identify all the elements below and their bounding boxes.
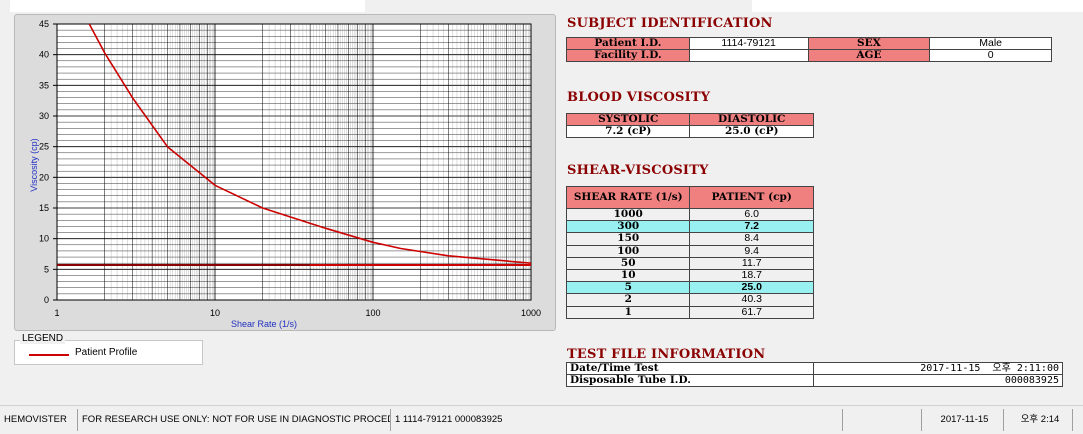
sex-value: Male <box>929 37 1052 50</box>
top-strip-right <box>752 0 1083 12</box>
shear-rate-cell: 1 <box>565 305 691 319</box>
viscosity-chart: 0 5 10 15 20 25 30 35 40 45 1 10 100 1000 Shear Rate (… <box>29 19 541 329</box>
systolic-label: SYSTOLIC <box>565 113 691 126</box>
shear-row: 150 8.4 <box>565 232 814 246</box>
status-file-info: 1 1114-79121 000083925 <box>390 409 842 431</box>
status-time: 오후 2:14 <box>1003 409 1073 431</box>
patient-viscosity-cell: 11.7 <box>689 256 814 270</box>
patient-viscosity-cell: 25.0 <box>689 281 814 295</box>
patient-id-value: 1114-79121 <box>688 37 809 50</box>
shear-rate-cell: 5 <box>565 281 691 295</box>
top-strip <box>0 0 1083 12</box>
status-app-name: HEMOVISTER <box>4 414 67 425</box>
shear-row: 50 11.7 <box>565 256 814 270</box>
shear-row: 1000 6.0 <box>565 207 814 222</box>
x-tick-label: 1000 <box>521 308 541 318</box>
shear-rate-cell: 100 <box>565 244 691 258</box>
y-tick-label: 20 <box>39 172 49 182</box>
y-tick-label: 10 <box>39 234 49 244</box>
y-tick-label: 30 <box>39 111 49 121</box>
facility-id-value <box>688 49 809 62</box>
x-tick-label: 1 <box>54 308 59 318</box>
x-tick-label: 100 <box>365 308 380 318</box>
status-bar: HEMOVISTER FOR RESEARCH USE ONLY: NOT FO… <box>0 405 1083 434</box>
shear-row: 2 40.3 <box>565 293 814 307</box>
blood-viscosity-title: BLOOD VISCOSITY <box>567 90 711 105</box>
y-axis-label: Viscosity (cp) <box>29 138 39 191</box>
shear-rate-header: SHEAR RATE (1/s) <box>565 186 691 209</box>
top-strip-left <box>10 0 365 12</box>
shear-rate-cell: 50 <box>565 256 691 270</box>
patient-viscosity-cell: 61.7 <box>689 305 814 319</box>
test-file-title: TEST FILE INFORMATION <box>567 347 766 362</box>
series-patient-profile <box>88 23 532 264</box>
diastolic-label: DIASTOLIC <box>689 113 814 126</box>
status-empty-panel <box>842 409 921 431</box>
patient-viscosity-cell: 18.7 <box>689 268 814 283</box>
tube-id-value: 000083925 <box>813 374 1063 387</box>
status-date: 2017-11-15 <box>921 409 1003 431</box>
sex-label: SEX <box>807 37 931 50</box>
legend-title: LEGEND <box>20 333 66 344</box>
plot-area <box>56 23 532 301</box>
blood-viscosity-table: SYSTOLIC DIASTOLIC 7.2 (cP) 25.0 (cP) <box>565 113 814 138</box>
shear-row: 10 18.7 <box>565 268 814 283</box>
legend-line-swatch <box>29 354 69 356</box>
y-tick-label: 40 <box>39 50 49 60</box>
patient-viscosity-cell: 9.4 <box>689 244 814 258</box>
shear-rate-cell: 150 <box>565 232 691 246</box>
systolic-value: 7.2 (cP) <box>565 125 691 138</box>
y-tick-label: 45 <box>39 19 49 29</box>
shear-row: 5 25.0 <box>565 281 814 295</box>
age-value: 0 <box>929 49 1052 62</box>
tube-id-label: Disposable Tube I.D. <box>565 374 815 387</box>
y-tick-label: 5 <box>44 264 49 274</box>
diastolic-value: 25.0 (cP) <box>689 125 814 138</box>
shear-rate-cell: 1000 <box>565 207 691 222</box>
patient-viscosity-cell: 6.0 <box>689 207 814 222</box>
x-tick-label: 10 <box>210 308 220 318</box>
y-tick-label: 0 <box>44 295 49 305</box>
datetime-label: Date/Time Test <box>565 362 815 375</box>
y-tick-label: 25 <box>39 142 49 152</box>
subject-table: Patient I.D. 1114-79121 SEX Male Facilit… <box>566 37 1052 62</box>
shear-row: 300 7.2 <box>565 220 814 234</box>
legend-label: Patient Profile <box>75 347 138 358</box>
facility-id-label: Facility I.D. <box>566 49 690 62</box>
shear-viscosity-table: SHEAR RATE (1/s) PATIENT (cp) 1000 6.0 300… <box>565 186 814 319</box>
patient-viscosity-cell: 8.4 <box>689 232 814 246</box>
shear-rate-cell: 300 <box>565 220 691 234</box>
y-tick-label: 15 <box>39 203 49 213</box>
test-file-table: Date/Time Test 2017-11-15 오후 2:11:00 Dis… <box>565 362 1063 387</box>
shear-rate-cell: 10 <box>565 268 691 283</box>
subject-title: SUBJECT IDENTIFICATION <box>567 16 773 31</box>
patient-viscosity-cell: 7.2 <box>689 220 814 234</box>
shear-row: 100 9.4 <box>565 244 814 258</box>
patient-viscosity-cell: 40.3 <box>689 293 814 307</box>
shear-rate-cell: 2 <box>565 293 691 307</box>
legend: LEGEND Patient Profile <box>14 333 203 365</box>
status-notice: FOR RESEARCH USE ONLY: NOT FOR USE IN DI… <box>77 409 390 431</box>
patient-cp-header: PATIENT (cp) <box>689 186 814 209</box>
age-label: AGE <box>807 49 931 62</box>
datetime-value: 2017-11-15 오후 2:11:00 <box>813 362 1063 375</box>
shear-viscosity-title: SHEAR-VISCOSITY <box>567 163 709 178</box>
shear-row: 1 61.7 <box>565 305 814 319</box>
y-tick-label: 35 <box>39 80 49 90</box>
patient-id-label: Patient I.D. <box>566 37 690 50</box>
x-axis-label: Shear Rate (1/s) <box>231 319 297 329</box>
